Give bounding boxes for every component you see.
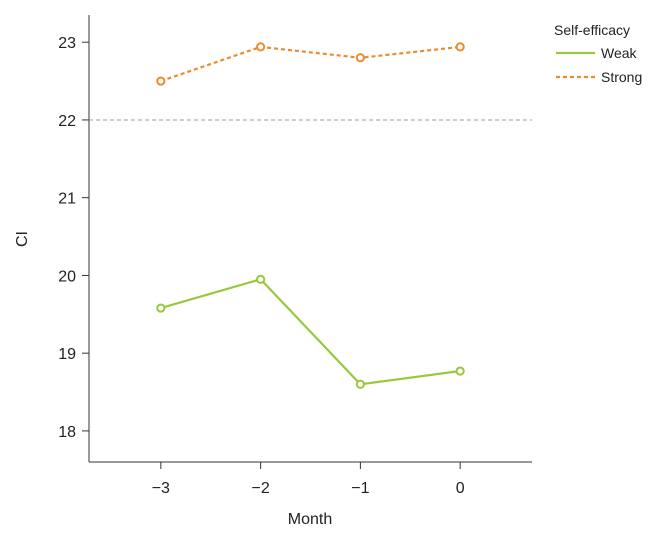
y-tick-label: 22 (58, 113, 76, 130)
data-point-strong (256, 42, 266, 52)
series-layer (156, 42, 465, 389)
y-tick-label: 19 (58, 346, 76, 363)
axes-layer (82, 15, 532, 469)
x-tick-label: 0 (456, 480, 465, 497)
legend: Self-efficacy Weak Strong (554, 22, 642, 85)
data-point-weak (455, 366, 465, 376)
y-tick-label: 18 (58, 424, 76, 441)
data-point-weak (355, 379, 365, 389)
x-tick-label: −3 (152, 480, 170, 497)
x-tick-label: −2 (251, 480, 269, 497)
tick-labels-layer: 18 19 20 21 22 23 −3 −2 −1 0 (58, 35, 465, 497)
legend-label-strong: Strong (601, 69, 642, 85)
legend-items: Weak Strong (556, 45, 642, 85)
x-axis-title: Month (288, 511, 332, 528)
series-line-strong (160, 45, 461, 83)
data-point-weak (256, 274, 266, 284)
data-point-strong (455, 42, 465, 52)
legend-title: Self-efficacy (554, 22, 630, 38)
y-tick-label: 21 (58, 191, 76, 208)
y-tick-label: 23 (58, 35, 76, 52)
series-line-weak (160, 278, 461, 386)
y-axis-title: CI (14, 231, 31, 247)
data-point-strong (156, 76, 166, 86)
y-tick-label: 20 (58, 268, 76, 285)
legend-label-weak: Weak (601, 45, 638, 61)
data-point-strong (355, 53, 365, 63)
data-point-weak (156, 303, 166, 313)
x-tick-label: −1 (351, 480, 369, 497)
